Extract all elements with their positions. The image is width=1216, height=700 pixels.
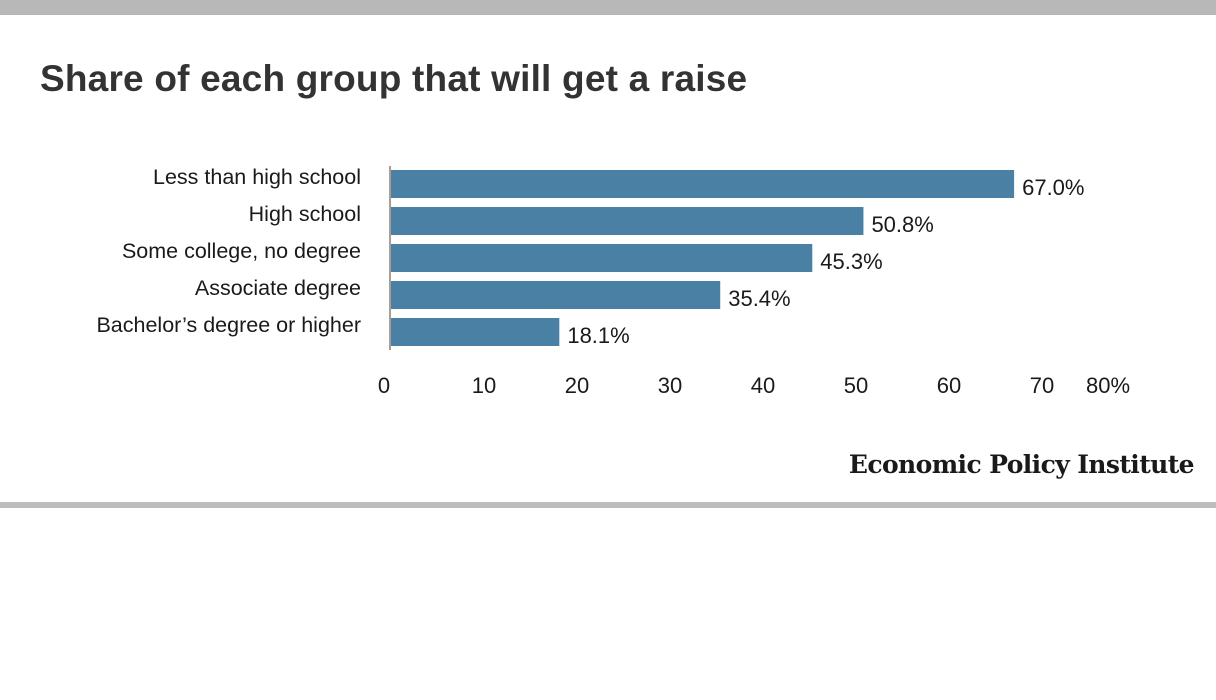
top-rule — [0, 0, 1216, 15]
x-tick-label: 60 — [937, 373, 961, 398]
value-label: 35.4% — [728, 286, 790, 311]
x-tick-label: 40 — [751, 373, 775, 398]
value-label: 67.0% — [1022, 175, 1084, 200]
bar-chart: Less than high school 67.0% High school 50.… — [96, 165, 1130, 398]
x-tick-label: 70 — [1030, 373, 1054, 398]
x-tick-label: 50 — [844, 373, 868, 398]
bar — [391, 170, 1015, 198]
source-logo-text: Economic Policy Institute — [848, 450, 1195, 479]
x-tick-label: 10 — [472, 373, 496, 398]
category-label: Less than high school — [153, 165, 361, 189]
bar — [391, 244, 813, 272]
category-label: Associate degree — [195, 276, 361, 300]
bar — [391, 207, 864, 235]
x-tick-label: 0 — [378, 373, 390, 398]
category-label: High school — [249, 202, 361, 226]
category-label: Some college, no degree — [122, 239, 361, 263]
value-label: 50.8% — [871, 212, 933, 237]
bar — [391, 281, 721, 309]
category-label: Bachelor’s degree or higher — [96, 313, 361, 337]
value-label: 45.3% — [820, 249, 882, 274]
x-tick-label: 30 — [658, 373, 682, 398]
chart-title: Share of each group that will get a rais… — [40, 58, 748, 99]
value-label: 18.1% — [567, 323, 629, 348]
bottom-rule — [0, 502, 1216, 508]
x-tick-label: 80% — [1086, 373, 1130, 398]
bar — [391, 318, 560, 346]
x-tick-label: 20 — [565, 373, 589, 398]
